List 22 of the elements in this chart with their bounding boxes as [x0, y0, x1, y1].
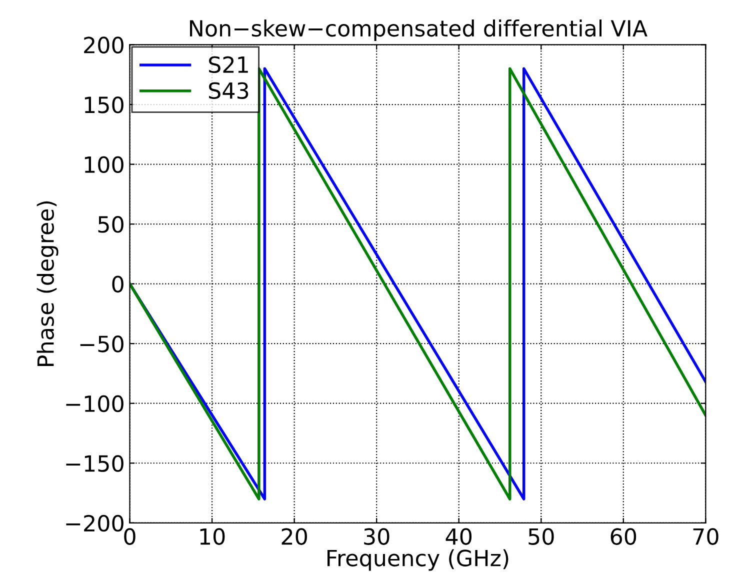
y-tick-label: −200	[66, 514, 124, 532]
x-tick-label: 40	[446, 528, 472, 545]
chart-title: Non−skew−compensated differential VIA	[190, 20, 648, 42]
y-tick-label: 150	[84, 96, 124, 114]
x-tick-label: 60	[610, 528, 636, 545]
y-axis-title: Phase (degree)	[36, 201, 58, 366]
y-tick-label: 100	[84, 156, 124, 174]
x-tick-label: 0	[124, 528, 136, 545]
legend-label: S21	[209, 56, 248, 74]
x-tick-label: 10	[200, 528, 225, 545]
y-tick-label: −50	[80, 336, 124, 352]
x-tick-label: 30	[364, 528, 390, 545]
x-tick-label: 70	[693, 528, 718, 545]
y-tick-label: 0	[112, 276, 124, 293]
x-axis-title: Frequency (GHz)	[328, 549, 508, 571]
x-tick-label: 20	[282, 528, 307, 545]
y-tick-label: −100	[66, 395, 124, 412]
y-tick-label: −150	[66, 455, 124, 472]
x-tick-label: 50	[528, 528, 554, 545]
y-tick-label: 50	[98, 216, 124, 233]
y-tick-label: 200	[84, 36, 124, 54]
legend-label: S43	[209, 82, 248, 99]
